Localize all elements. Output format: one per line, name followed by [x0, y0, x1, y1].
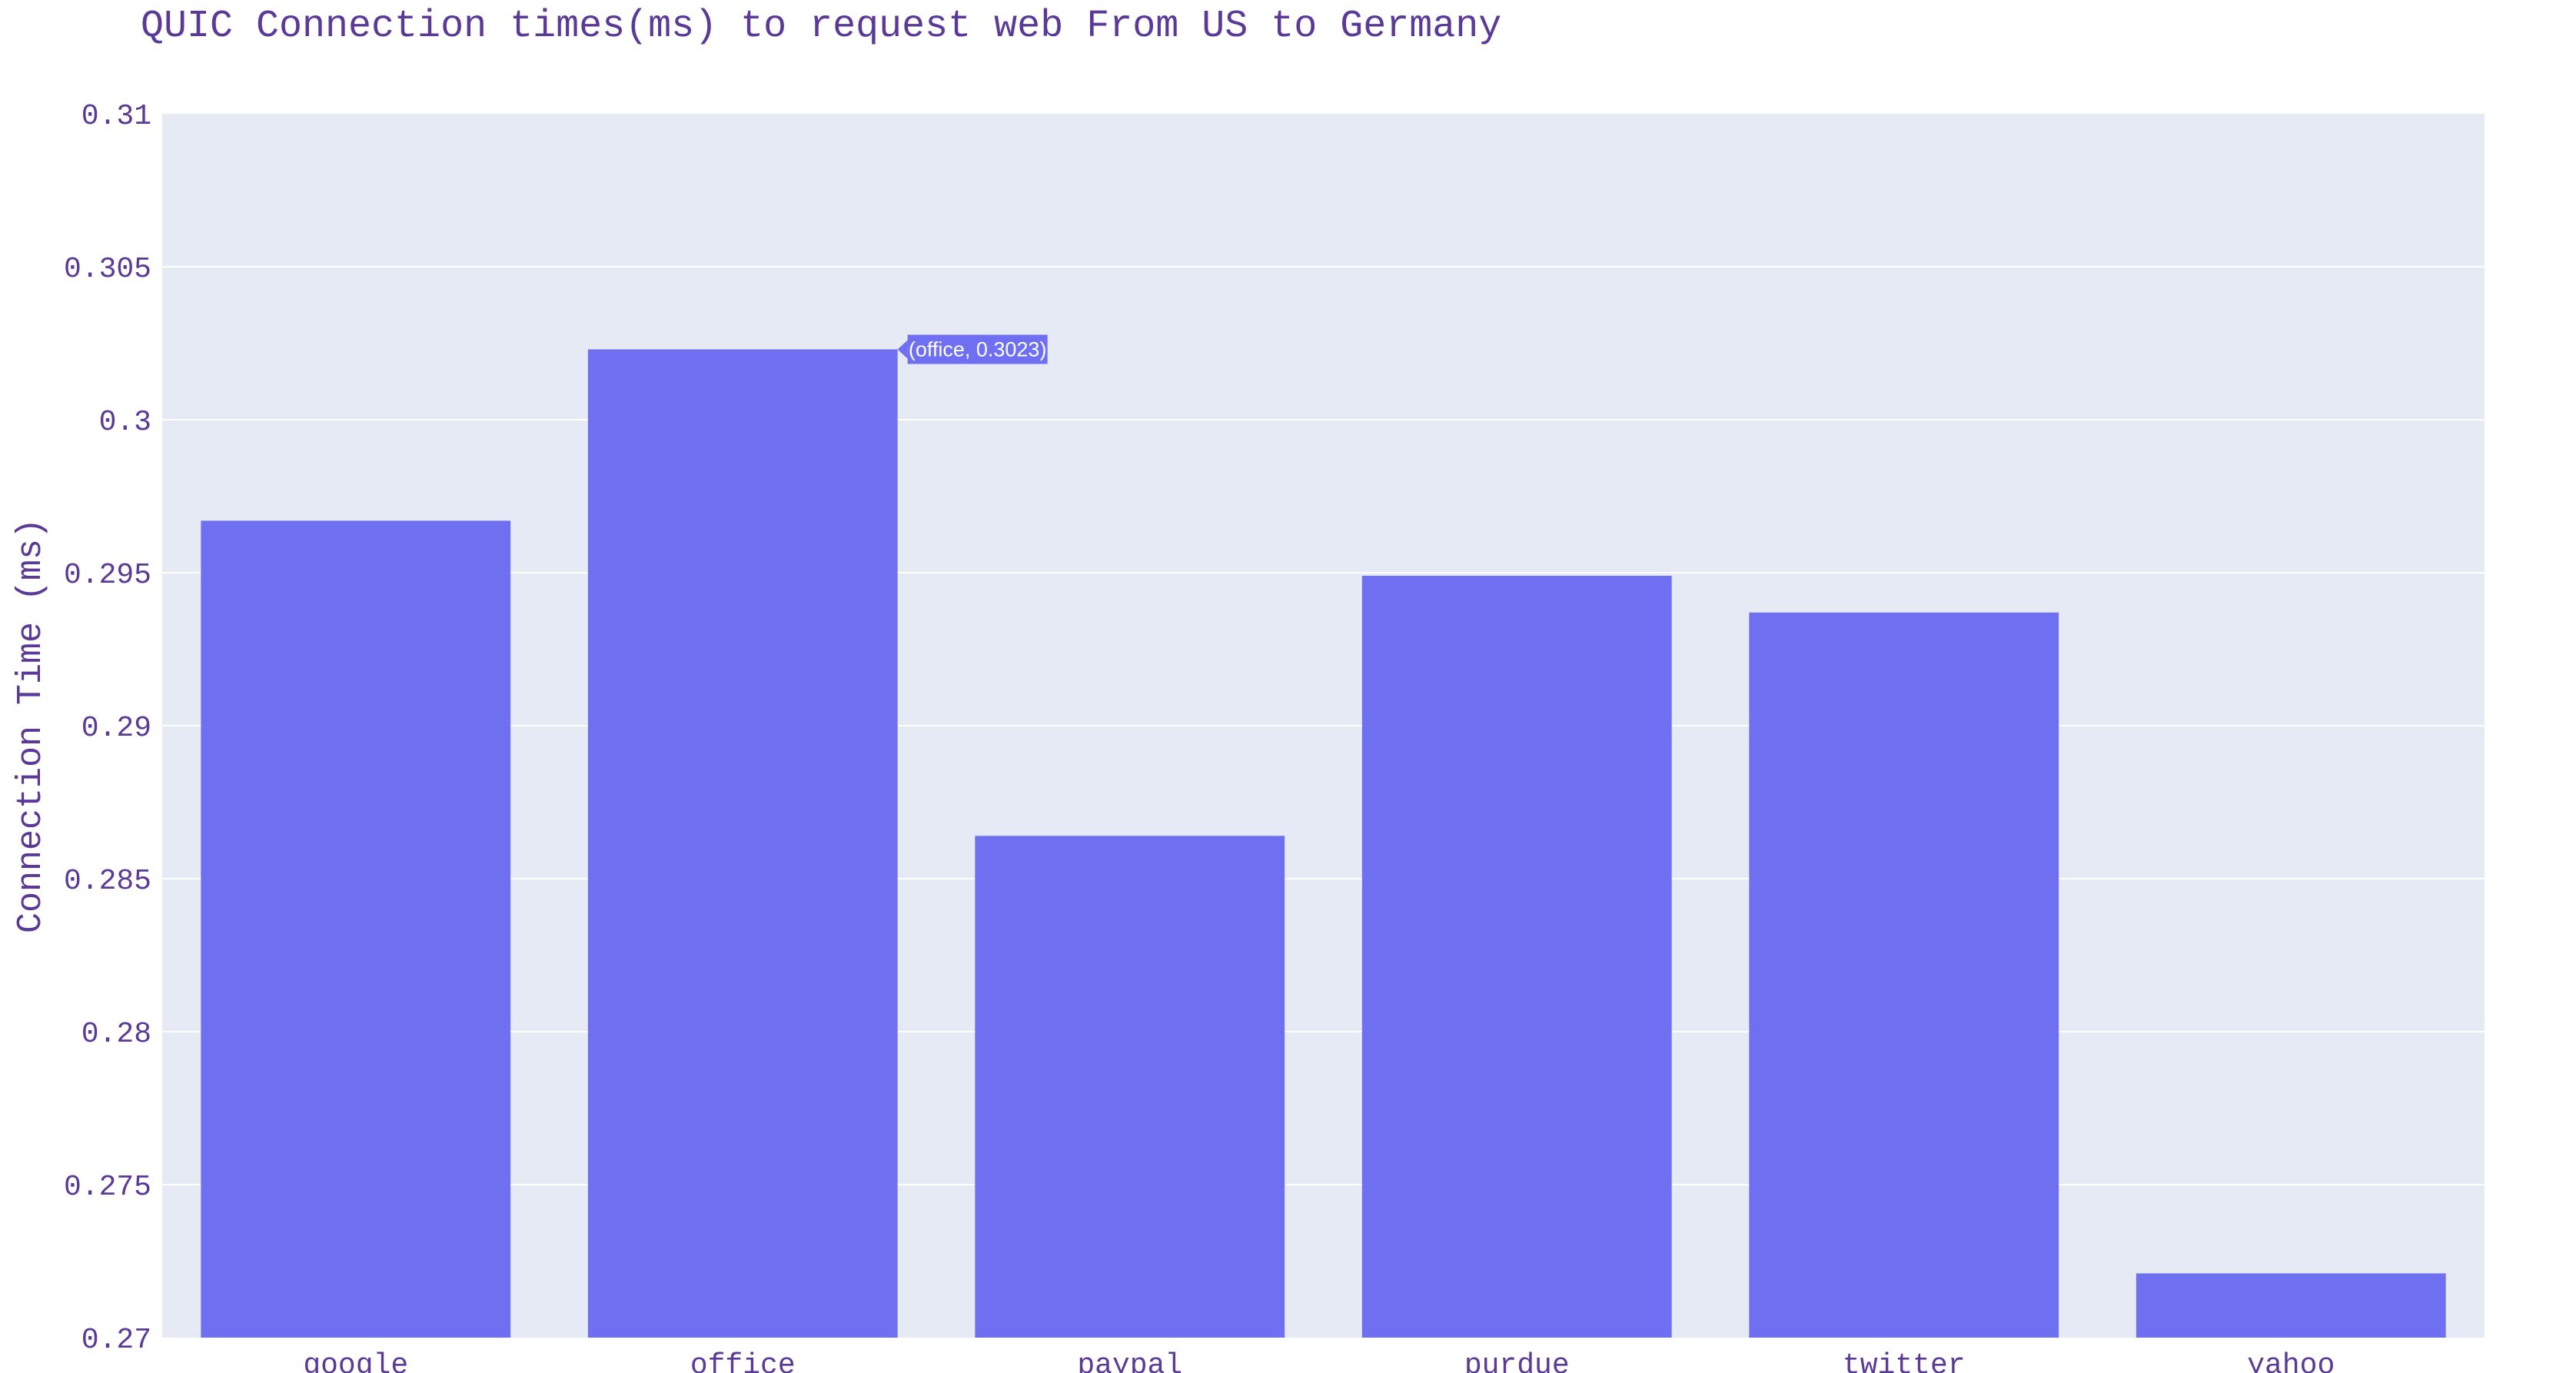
y-axis-ticks: 0.27 0.275 0.28 0.285 0.29 0.295 0.3 0.305 0.31 — [64, 100, 151, 1357]
y-tick-label: 0.285 — [64, 865, 151, 898]
x-axis-ticks: google office paypal purdue twitter yahoo — [303, 1349, 2335, 1373]
y-tick-label: 0.275 — [64, 1171, 151, 1204]
bar-yahoo[interactable] — [2136, 1273, 2446, 1338]
x-tick-label-office: office — [690, 1349, 796, 1373]
y-axis-title: Connection Time (ms) — [12, 518, 51, 933]
bar-office[interactable] — [587, 349, 898, 1338]
x-tick-label-paypal: paypal — [1077, 1349, 1182, 1373]
bars — [201, 349, 2446, 1338]
bar-paypal[interactable] — [975, 836, 1285, 1338]
x-tick-label-purdue: purdue — [1464, 1349, 1570, 1373]
y-tick-label: 0.305 — [64, 253, 151, 286]
x-tick-label-google: google — [303, 1349, 408, 1373]
y-tick-label: 0.28 — [81, 1018, 151, 1051]
bar-purdue[interactable] — [1361, 575, 1672, 1338]
tooltip-label: (office, 0.3023) — [909, 337, 1047, 361]
y-tick-label: 0.31 — [81, 100, 151, 133]
tooltip-box — [907, 334, 1048, 364]
y-tick-label: 0.27 — [81, 1324, 151, 1357]
y-tick-label: 0.295 — [64, 559, 151, 592]
y-tick-label: 0.29 — [81, 712, 151, 745]
x-tick-label-twitter: twitter — [1843, 1349, 1966, 1373]
tooltip-pointer — [897, 340, 908, 359]
hover-tooltip: (office, 0.3023) — [897, 334, 1048, 364]
bar-google[interactable] — [201, 520, 511, 1338]
gridlines — [162, 266, 2485, 1185]
bar-twitter[interactable] — [1749, 612, 2059, 1338]
chart-title: QUIC Connection times(ms) to request web… — [141, 5, 1501, 48]
y-tick-label: 0.3 — [99, 406, 151, 439]
x-tick-label-yahoo: yahoo — [2247, 1349, 2335, 1373]
